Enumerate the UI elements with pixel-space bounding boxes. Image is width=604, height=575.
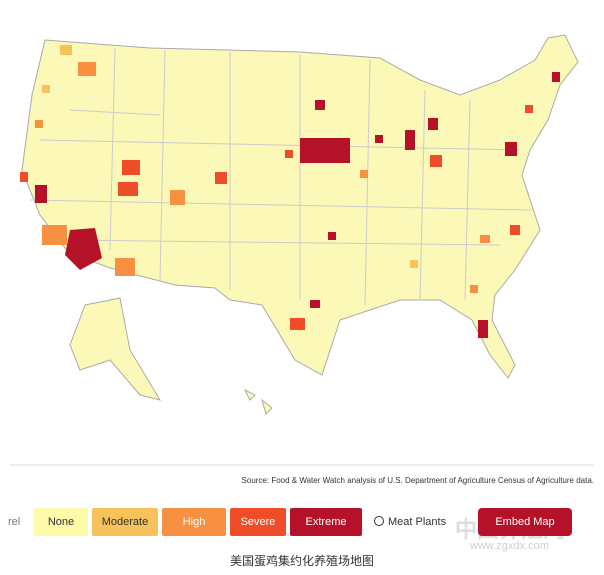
state-lines: [29, 47, 531, 306]
watermark-url: www.zgxdx.com: [470, 540, 549, 552]
farms: [20, 45, 560, 338]
legend-item: Moderate: [92, 508, 158, 536]
legend-item: Severe: [230, 508, 286, 536]
legend: rel None Moderate High Severe Extreme Me…: [0, 508, 604, 536]
alaska: [69, 297, 162, 401]
caption: 美国蛋鸡集约化养殖场地图: [229, 554, 374, 568]
embed-button[interactable]: Embed Map: [478, 508, 572, 536]
meat-plants-label: Meat Plants: [388, 516, 447, 528]
map: [10, 34, 594, 466]
meat-plants[interactable]: Meat Plants: [374, 516, 446, 528]
legend-item: High: [162, 508, 226, 536]
legend-item: None: [34, 508, 88, 536]
legend-item: Extreme: [290, 508, 362, 536]
legend-label: rel: [8, 516, 21, 528]
source-note: Source: Food & Water Watch analysis of U…: [241, 476, 594, 485]
hawaii: [243, 388, 273, 415]
